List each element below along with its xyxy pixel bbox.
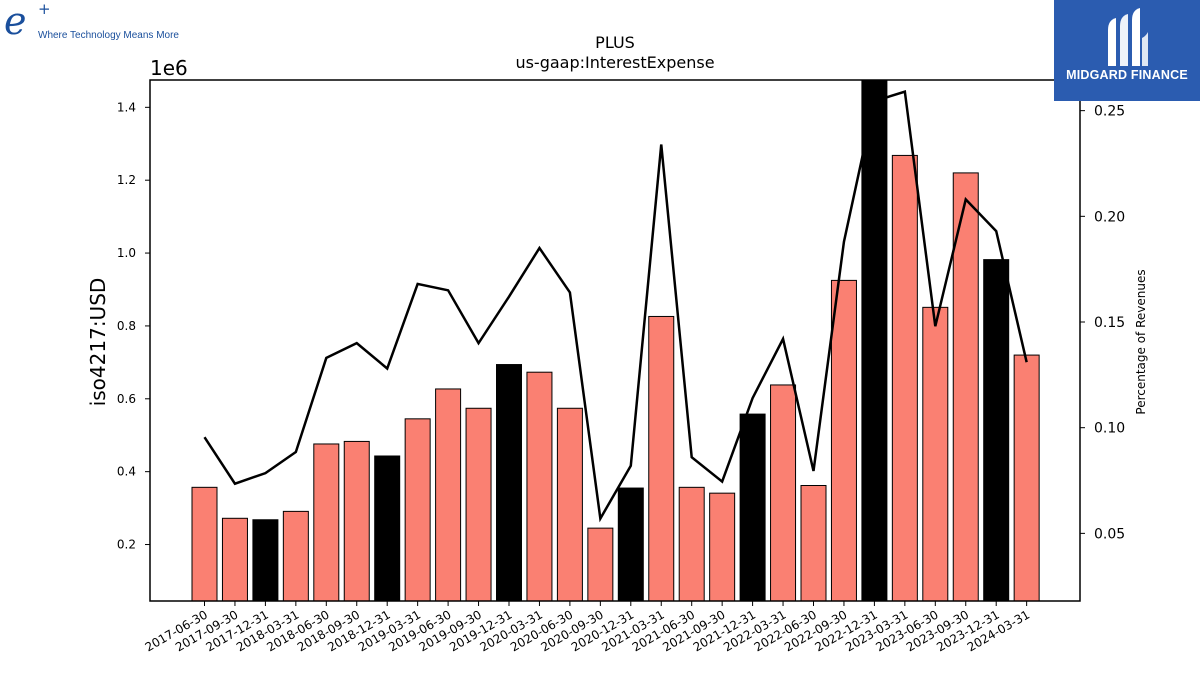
bar-2017-09-30 <box>221 517 248 602</box>
bar-2017-06-30 <box>191 486 218 602</box>
bar-2018-06-30 <box>313 443 340 602</box>
bar-2018-03-31 <box>282 510 309 602</box>
bar-2018-12-31 <box>374 455 401 602</box>
logo-right-text: MIDGARD FINANCE <box>1066 68 1188 82</box>
bar-2019-12-31 <box>496 364 522 602</box>
plot-frame <box>149 79 1081 602</box>
y2-tick-label: 0.15 <box>1094 315 1125 331</box>
bars-layer <box>191 79 1040 602</box>
y-tick-label: 0.4 <box>117 465 136 479</box>
bar-2020-12-31 <box>617 487 644 602</box>
y-tick-label: 1.4 <box>117 100 136 114</box>
y2-tick-label: 0.05 <box>1094 526 1125 542</box>
bar-2019-06-30 <box>435 388 462 602</box>
bar-2021-12-31 <box>739 413 766 602</box>
bar-2022-06-30 <box>800 485 827 602</box>
bar-2018-09-30 <box>343 440 370 602</box>
logo-plus: + <box>38 0 51 18</box>
y-tick-label: 0.6 <box>117 392 136 406</box>
bar-2020-03-31 <box>526 371 553 602</box>
bar-2023-09-30 <box>952 172 979 602</box>
chart-title: PLUS <box>595 33 635 52</box>
bar-2020-09-30 <box>587 527 614 602</box>
x-axis: 2017-06-302017-09-302017-12-312018-03-31… <box>143 601 1032 654</box>
y2-tick-label: 0.20 <box>1094 209 1125 225</box>
midgard-icon <box>1108 8 1148 66</box>
y-offset-label: 1e6 <box>150 56 188 80</box>
y2-tick-label: 0.25 <box>1094 104 1125 120</box>
logo-tagline: Where Technology Means More <box>38 30 179 41</box>
bar-2023-12-31 <box>983 259 1010 602</box>
revenue-percentage-line <box>203 89 1028 523</box>
y-axis-right: 0.05 0.10 0.15 0.20 0.25 <box>1080 104 1125 542</box>
bar-2017-12-31 <box>252 519 279 602</box>
bar-2023-03-31 <box>891 154 918 602</box>
y-tick-label: 0.2 <box>117 538 136 552</box>
line-layer <box>203 89 1028 523</box>
y-tick-label: 1.0 <box>117 246 136 260</box>
bar-2024-03-31 <box>1013 354 1040 602</box>
bar-2022-03-31 <box>770 384 797 602</box>
bar-2021-06-30 <box>678 486 705 602</box>
bar-2023-06-30 <box>922 306 949 602</box>
etrade-logo: e + Where Technology Means More <box>0 0 190 50</box>
y-tick-label: 1.2 <box>117 173 136 187</box>
y2-axis-label: Percentage of Revenues <box>1134 269 1148 414</box>
bar-2022-09-30 <box>830 279 857 602</box>
y-axis-left: 0.2 0.4 0.6 0.8 1.0 1.2 1.4 <box>117 100 150 552</box>
bar-2021-03-31 <box>648 315 675 602</box>
y-axis-label: iso4217:USD <box>86 278 110 407</box>
y2-tick-label: 0.10 <box>1094 421 1125 437</box>
bar-2022-12-31 <box>861 79 888 602</box>
bar-2019-03-31 <box>404 418 431 602</box>
midgard-finance-logo: MIDGARD FINANCE <box>1054 0 1200 101</box>
y-tick-label: 0.8 <box>117 319 136 333</box>
bar-2021-09-30 <box>709 492 736 602</box>
logo-mark: e <box>4 0 27 43</box>
bar-2020-06-30 <box>556 407 583 602</box>
chart-subtitle: us-gaap:InterestExpense <box>515 53 714 72</box>
bar-2019-09-30 <box>465 407 492 602</box>
